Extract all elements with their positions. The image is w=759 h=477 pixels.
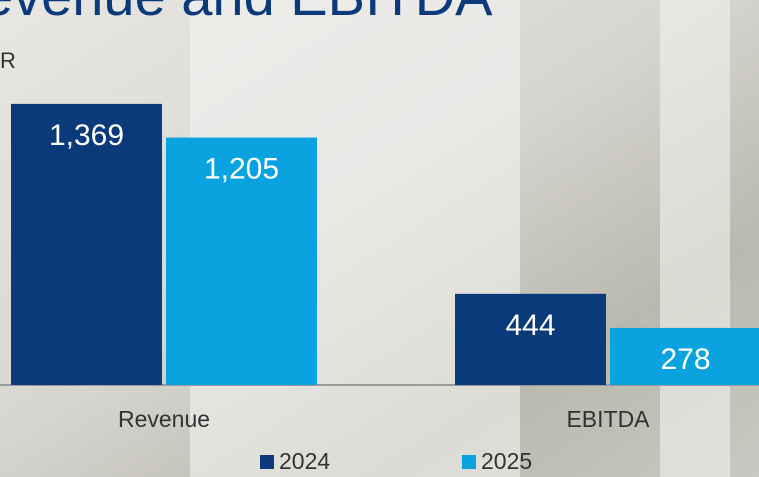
- value-label: 444: [505, 309, 555, 342]
- value-label: 278: [660, 343, 710, 376]
- legend-swatch: [462, 455, 476, 469]
- background-sign: [660, 0, 730, 477]
- legend-label: 2024: [279, 448, 330, 474]
- legend-swatch: [260, 455, 274, 469]
- x-tick-label: EBITDA: [566, 406, 650, 432]
- value-label: 1,369: [49, 119, 124, 152]
- x-tick-label: Revenue: [118, 406, 210, 432]
- chart-title: evenue and EBITDA: [0, 0, 493, 27]
- chart: evenue and EBITDA R 1,369 1,205 Revenue 444…: [0, 0, 759, 477]
- unit-label: R: [0, 48, 16, 73]
- value-label: 1,205: [204, 152, 279, 185]
- legend-label: 2025: [481, 448, 532, 474]
